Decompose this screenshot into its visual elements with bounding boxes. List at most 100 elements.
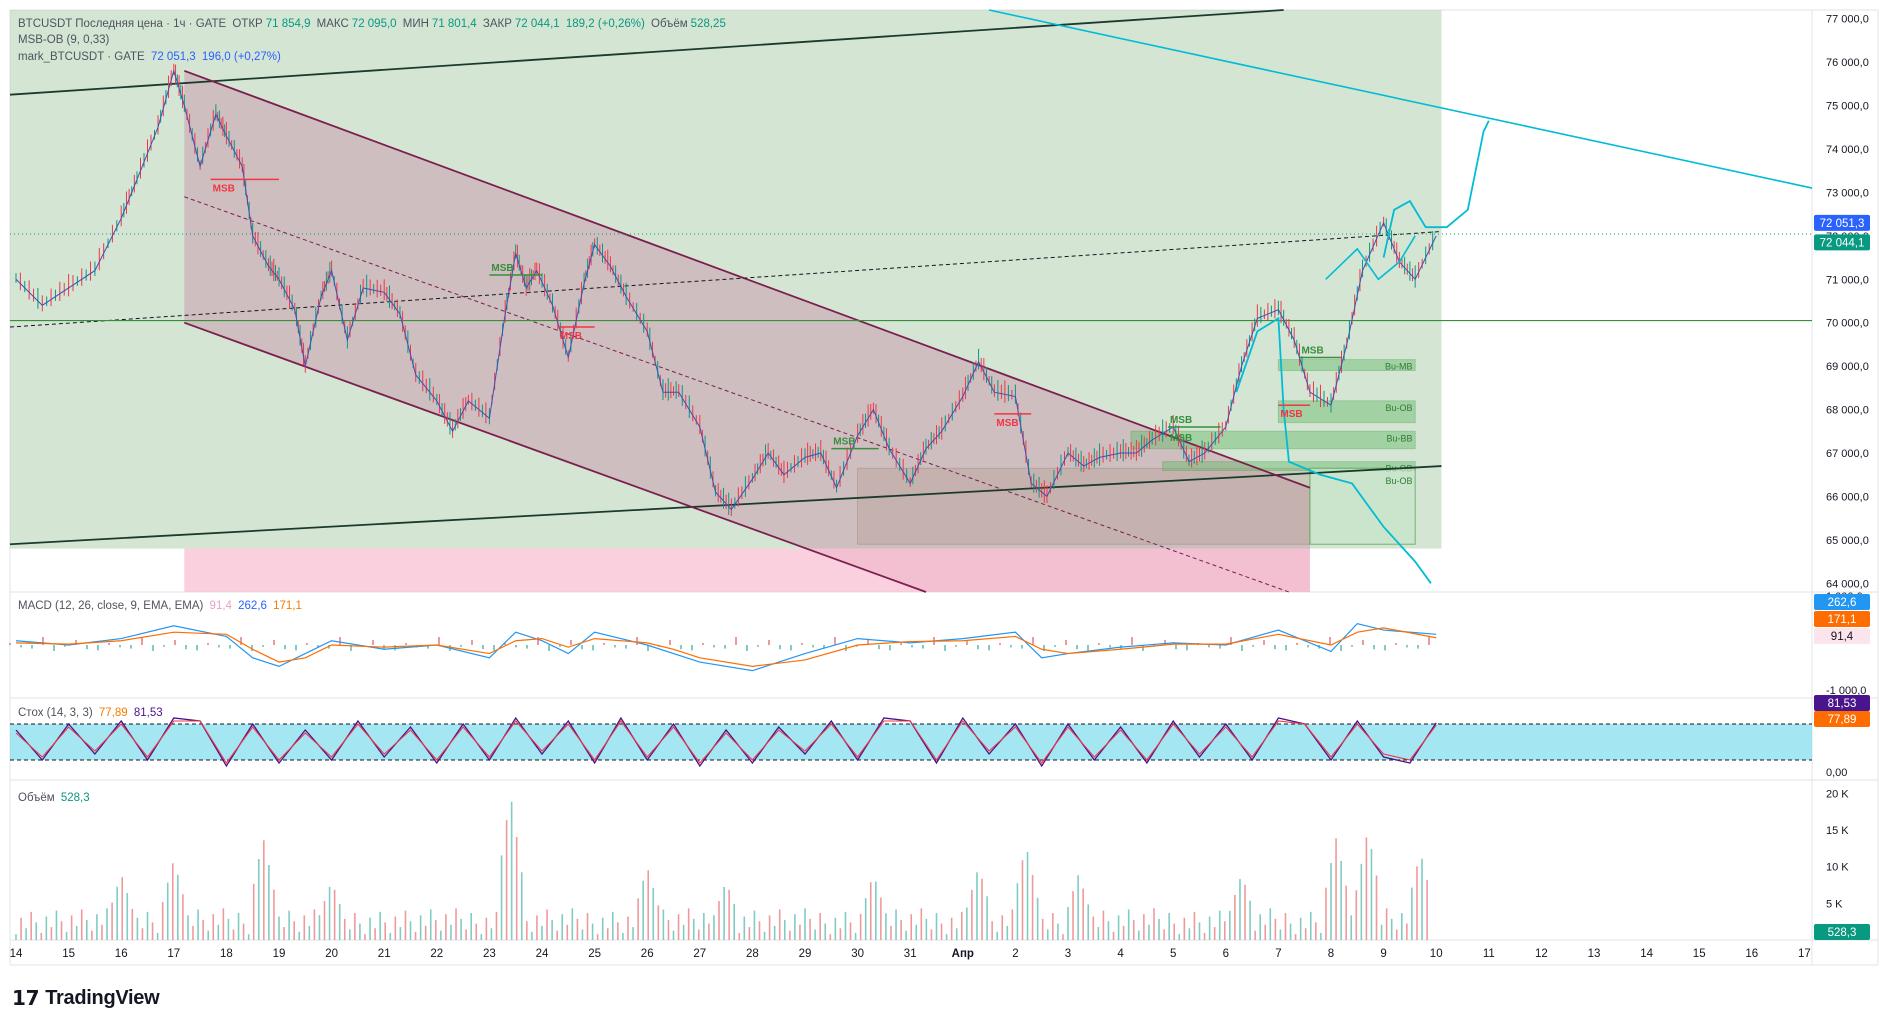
time-tick-label: 11 (1483, 948, 1495, 960)
stoch-pane[interactable] (10, 716, 1812, 768)
time-tick-label: 21 (378, 948, 391, 960)
volume-title: Объём (18, 792, 55, 804)
price-tick-label: 75 000,0 (1826, 101, 1869, 113)
stoch-band (10, 724, 1812, 760)
time-tick-label: 28 (746, 948, 759, 960)
time-tick-label: 15 (1693, 948, 1706, 960)
stoch-d-line[interactable] (15, 720, 1437, 764)
symbol-legend[interactable]: BTCUSDT Последняя цена · 1ч · GATE ОТКР 7… (18, 16, 729, 32)
order-block-label: Bu-OB (1386, 476, 1413, 486)
macd-hist-badge-bg (1814, 628, 1870, 644)
price-tick-label: 71 000,0 (1826, 274, 1869, 286)
gray-ob-zone (857, 467, 1311, 545)
price-tick-label: 73 000,0 (1826, 187, 1869, 199)
order-block-label: Bu-BB (1387, 433, 1413, 443)
macd-signal-line[interactable] (15, 627, 1437, 667)
macd-legend[interactable]: MACD (12, 26, close, 9, EMA, EMA) 91,4 2… (18, 598, 305, 614)
high-value: 72 095,0 (351, 18, 397, 30)
volume-last-badge: 528,3 (1828, 927, 1857, 939)
msb-label: MSB (996, 418, 1018, 429)
open-key: ОТКР (232, 18, 263, 30)
msb-label: MSB (491, 263, 513, 274)
indicator-legend[interactable]: MSB-OB (9, 0,33) (18, 34, 110, 46)
forecast-down-curve (1235, 316, 1432, 584)
volume-last-value: 528,3 (60, 792, 90, 804)
macd-hist-badge: 91,4 (1831, 631, 1854, 643)
time-tick-label: 16 (115, 948, 128, 960)
volume-tick-label: 5 K (1826, 898, 1843, 910)
time-tick-label: 16 (1745, 948, 1758, 960)
volume-key: Объём (651, 18, 688, 30)
stoch-k-line[interactable] (15, 716, 1437, 768)
time-tick-label: 17 (1798, 948, 1811, 960)
open-value: 71 854,9 (265, 18, 311, 30)
channel-upper-line (184, 69, 1311, 489)
price-tick-label: 74 000,0 (1826, 144, 1869, 156)
time-tick-label: 14 (10, 948, 23, 960)
time-tick-label: 31 (904, 948, 917, 960)
tradingview-logo-icon: 𝟭𝟳 (12, 988, 40, 1010)
dashed-trend-line (9, 231, 1442, 328)
annotation-layer: MSB MSB MSB MSB MSB MSB MSB MSB MSB (210, 178, 1342, 450)
macd-pane[interactable] (9, 622, 1437, 672)
msb-label: MSB (833, 437, 855, 448)
axes-layer: 64 000,0 65 000,0 66 000,0 67 000,0 68 000,0… (10, 14, 1870, 960)
channel-lower-line (184, 321, 927, 593)
macd-last-badge-bg (1814, 594, 1870, 610)
macd-hist-value: 91,4 (209, 600, 232, 612)
time-tick-label: 9 (1380, 948, 1386, 960)
mark-price-badge-bg (1814, 214, 1870, 231)
price-tick-label: 67 000,0 (1826, 448, 1869, 460)
msb-label: MSB (1170, 433, 1192, 444)
order-block-zone (1277, 400, 1416, 424)
last-price-badge: 72 044,1 (1820, 237, 1865, 249)
volume-tick-label: 20 K (1826, 788, 1849, 800)
time-tick-label: 30 (851, 948, 864, 960)
tradingview-logo-text: TradingView (45, 987, 160, 1009)
volume-value: 528,25 (690, 18, 726, 30)
msb-label: MSB (1170, 415, 1192, 426)
time-tick-label: 14 (1640, 948, 1653, 960)
macd-last-badge: 262,6 (1828, 597, 1857, 609)
stoch-k-value: 81,53 (133, 707, 163, 719)
macd-signal-badge: 171,1 (1828, 614, 1857, 626)
price-tick-label: 65 000,0 (1826, 535, 1869, 547)
price-tick-label: 68 000,0 (1826, 405, 1869, 417)
price-tick-label: 69 000,0 (1826, 361, 1869, 373)
time-tick-label: 27 (693, 948, 706, 960)
macd-title: MACD (12, 26, close, 9, EMA, EMA) (18, 600, 204, 612)
volume-legend[interactable]: Объём 528,3 (18, 790, 93, 806)
stoch-d-value: 77,89 (98, 707, 128, 719)
time-tick-label: 4 (1117, 948, 1124, 960)
time-tick-label: 6 (1223, 948, 1229, 960)
stoch-legend[interactable]: Стох (14, 3, 3) 77,89 81,53 (18, 705, 166, 721)
order-block-zone (1277, 359, 1416, 371)
time-tick-label: 3 (1065, 948, 1071, 960)
tradingview-logo[interactable]: 𝟭𝟳 TradingView (12, 986, 160, 1011)
symbol-title: BTCUSDT Последняя цена · 1ч · GATE (18, 18, 227, 30)
price-tick-label: 77 000,0 (1826, 14, 1869, 26)
low-value: 71 801,4 (431, 18, 477, 30)
descending-resistance-line (988, 9, 1813, 189)
change-value: 189,2 (+0,26%) (565, 18, 645, 30)
volume-last-badge-bg (1814, 924, 1870, 940)
high-key: МАКС (316, 18, 349, 30)
time-tick-label: 18 (220, 948, 233, 960)
price-zigzag-line[interactable] (15, 69, 1437, 511)
time-tick-label: 12 (1535, 948, 1548, 960)
stoch-title: Стох (14, 3, 3) (18, 707, 93, 719)
stoch-k-badge: 81,53 (1828, 698, 1857, 710)
order-block-label: Bu-MB (1385, 362, 1413, 372)
mark-title: mark_BTCUSDT · GATE (18, 51, 145, 63)
time-tick-label: Апр (952, 948, 974, 960)
time-tick-label: 19 (273, 948, 286, 960)
macd-tick-label: -1 000,0 (1826, 685, 1866, 697)
mark-legend[interactable]: mark_BTCUSDT · GATE 72 051,3 196,0 (+0,2… (18, 49, 284, 65)
volume-tick-label: 10 K (1826, 862, 1849, 874)
volume-pane[interactable] (15, 801, 1428, 940)
macd-signal-value: 171,1 (273, 600, 302, 612)
stoch-k-badge-bg (1814, 695, 1870, 711)
time-tick-label: 15 (62, 948, 75, 960)
price-series[interactable] (9, 9, 1813, 593)
